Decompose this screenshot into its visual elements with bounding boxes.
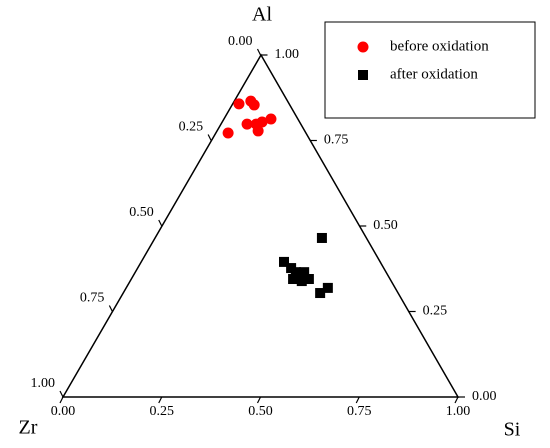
legend-label: before oxidation <box>390 38 489 54</box>
si-tick-label: 1.00 <box>446 404 471 419</box>
si-tick-label: 0.75 <box>347 404 372 419</box>
zr-tick-label: 1.00 <box>31 376 56 391</box>
zr-tick-label: 0.50 <box>129 205 154 220</box>
data-point <box>322 282 333 293</box>
data-point <box>252 125 264 137</box>
zr-tick <box>256 48 262 56</box>
legend-marker <box>357 41 369 53</box>
al-tick-label: 1.00 <box>275 47 300 62</box>
si-tick-label: 0.00 <box>51 404 76 419</box>
zr-tick <box>108 305 113 312</box>
zr-tick <box>59 390 64 398</box>
si-tick <box>256 396 262 404</box>
vertex-label-left: Zr <box>19 417 38 439</box>
zr-tick-label: 0.00 <box>228 34 253 49</box>
data-point <box>299 267 310 278</box>
si-tick <box>355 396 360 404</box>
zr-tick <box>158 219 163 227</box>
data-point <box>256 116 268 128</box>
data-point <box>279 256 290 267</box>
legend-label: after oxidation <box>390 66 478 82</box>
vertex-label-right: Si <box>504 419 521 441</box>
si-tick <box>59 396 64 404</box>
data-point <box>315 288 326 299</box>
data-point <box>241 118 253 130</box>
data-point <box>288 274 299 285</box>
al-tick-label: 0.75 <box>324 133 349 148</box>
zr-tick-label: 0.75 <box>80 291 105 306</box>
si-tick-label: 0.50 <box>248 404 273 419</box>
data-point <box>265 113 277 125</box>
data-point <box>296 276 307 287</box>
data-point <box>248 99 260 111</box>
si-tick-label: 0.25 <box>150 404 175 419</box>
data-point <box>316 232 327 243</box>
zr-tick-label: 0.25 <box>179 120 204 135</box>
al-tick-label: 0.00 <box>472 389 497 404</box>
data-point <box>303 274 314 285</box>
si-tick <box>454 396 459 404</box>
si-tick <box>158 396 163 404</box>
data-point <box>233 98 245 110</box>
vertex-label-top: Al <box>252 4 272 26</box>
zr-tick <box>207 134 212 141</box>
legend-marker <box>358 70 368 80</box>
data-point <box>222 127 234 139</box>
al-tick-label: 0.50 <box>373 218 398 233</box>
al-tick-label: 0.25 <box>423 304 448 319</box>
